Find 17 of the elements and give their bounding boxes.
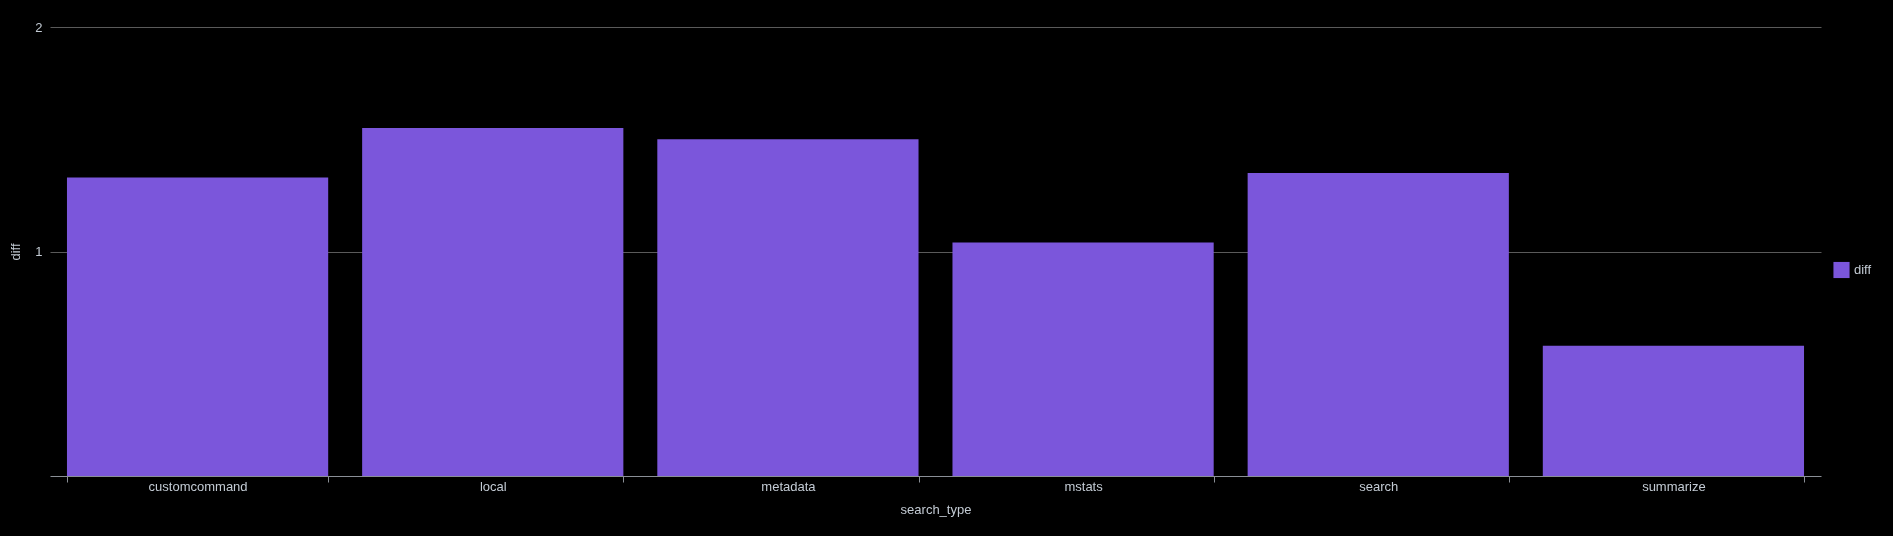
x-tick-label: mstats: [1064, 478, 1104, 494]
x-tick-label: search: [1359, 478, 1399, 494]
x-tick-label: metadata: [761, 478, 817, 494]
y-tick-label: 2: [35, 19, 43, 35]
bar: [66, 177, 329, 476]
bar: [952, 242, 1214, 476]
bar: [362, 128, 624, 476]
x-tick-label: customcommand: [148, 478, 248, 494]
y-axis-title: diff: [8, 243, 24, 261]
y-tick-label: 1: [35, 244, 43, 259]
bar: [1247, 172, 1509, 476]
x-tick-label: local: [479, 478, 507, 494]
bar: [1542, 345, 1805, 476]
x-tick-label: summarize: [1642, 478, 1706, 494]
x-axis-title: search_type: [900, 501, 972, 517]
bar: [657, 139, 919, 476]
legend-label: diff: [1854, 262, 1872, 277]
